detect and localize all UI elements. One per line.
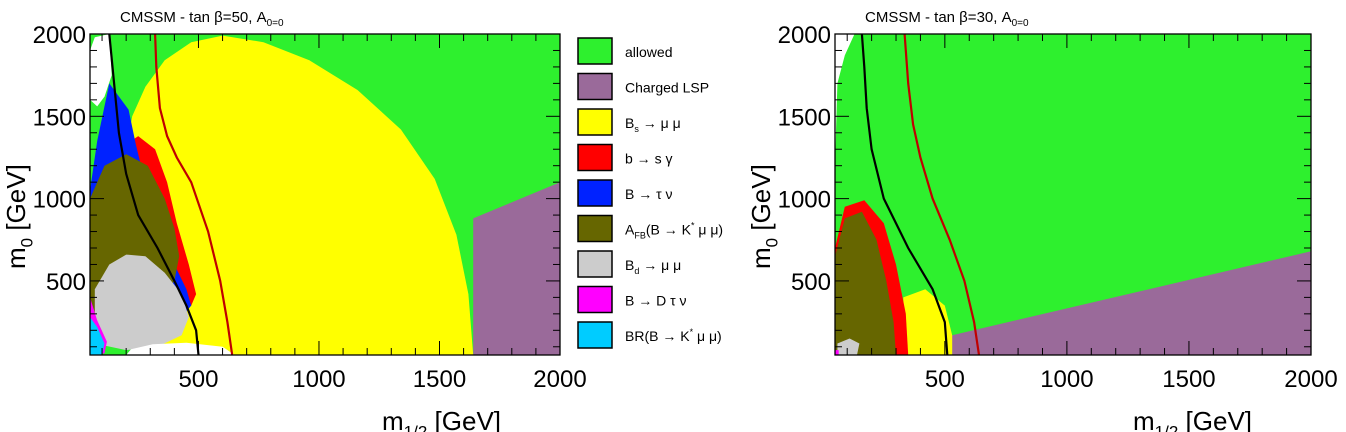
y-axis-label: m0 [GeV] (1, 164, 36, 269)
y-axis-label: m0 [GeV] (746, 164, 781, 269)
legend-label: AFB(B → K* μ μ) (625, 221, 723, 241)
legend-swatch (577, 143, 613, 172)
y-tick-label: 1500 (778, 104, 831, 131)
legend-swatch (577, 214, 613, 243)
chart-title: CMSSM - tan β=30, A0=0 (865, 9, 1029, 29)
contour-red-line (903, 34, 981, 355)
x-tick-label: 1500 (413, 366, 466, 393)
region-bs-mumu (903, 289, 953, 355)
plot-area (835, 34, 1311, 355)
plot-frame (834, 33, 1312, 356)
y-tick-label: 500 (791, 269, 831, 296)
region-white (90, 34, 112, 107)
legend-label: B → τ ν (625, 186, 673, 202)
region-bd-mumu (94, 254, 189, 351)
contour-red-line (154, 34, 234, 355)
legend-swatch (577, 250, 613, 278)
x-axis-label: m1/2 [GeV] (1133, 406, 1252, 432)
y-tick-label: 2000 (778, 22, 831, 49)
legend-label: allowed (625, 44, 672, 60)
x-axis-label: m1/2 [GeV] (382, 406, 501, 432)
x-tick-label: 2000 (533, 366, 586, 393)
plot-area (90, 34, 560, 355)
legend-swatch (577, 179, 613, 207)
y-tick-label: 2000 (33, 22, 86, 49)
region-afb (835, 211, 896, 355)
legend-swatch (577, 285, 613, 314)
contour-black-line (108, 34, 200, 355)
x-tick-label: 1000 (1040, 366, 1093, 393)
y-tick-label: 1000 (778, 187, 831, 214)
legend-label: Bd → μ μ (625, 257, 681, 276)
plot-tanb50: 500 1000 1500 2000 500 1000 1500 2000 CMSSM - ta… (1, 9, 587, 432)
legend-label: B → D τ ν (625, 293, 687, 309)
legend-label: BR(B → K* μ μ) (625, 327, 722, 344)
contour-black-line (860, 34, 949, 355)
x-tick-label: 500 (178, 366, 218, 393)
chart-title: CMSSM - tan β=50, A0=0 (120, 9, 284, 29)
plot-frame (89, 33, 561, 356)
x-tick-label: 2000 (1284, 366, 1337, 393)
legend-swatch (577, 72, 613, 101)
region-br-kmumu (90, 317, 105, 355)
y-tick-label: 1000 (33, 187, 86, 214)
legend-item-afb: AFB(B → K* μ μ) (577, 214, 723, 243)
legend-item-allowed: allowed (577, 37, 672, 65)
x-tick-label: 1500 (1162, 366, 1215, 393)
region-white (126, 342, 235, 355)
region-b-dtaunu (835, 350, 839, 355)
legend-swatch (577, 321, 613, 349)
plot-tanb30: 500 1000 1500 2000 500 1000 1500 2000 CMSSM - ta… (746, 9, 1338, 432)
legend-item-charged-lsp: Charged LSP (577, 72, 709, 101)
legend-item-br-kmumu: BR(B → K* μ μ) (577, 321, 722, 349)
legend-item-b-sgamma: b → s γ (577, 143, 672, 172)
x-tick-label: 500 (925, 366, 965, 393)
legend: allowed Charged LSP Bs → μ μ b → s γ B → τ ν… (577, 37, 723, 349)
region-charged-lsp (473, 182, 560, 355)
legend-swatch (577, 108, 613, 136)
region-bd-mumu (837, 338, 860, 355)
region-allowed (835, 34, 1311, 355)
y-tick-label: 1500 (33, 104, 86, 131)
legend-item-bd-mumu: Bd → μ μ (577, 250, 681, 278)
legend-item-bs-mumu: Bs → μ μ (577, 108, 681, 136)
legend-label: Bs → μ μ (625, 115, 681, 134)
legend-item-b-dtaunu: B → D τ ν (577, 285, 687, 314)
x-tick-label: 1000 (292, 366, 345, 393)
y-tick-label: 500 (46, 269, 86, 296)
region-charged-lsp (944, 251, 1311, 355)
legend-swatch (577, 37, 613, 65)
region-bs-mumu (124, 35, 474, 355)
legend-label: Charged LSP (625, 80, 709, 96)
legend-label: b → s γ (625, 151, 672, 167)
legend-item-b-taunu: B → τ ν (577, 179, 673, 207)
